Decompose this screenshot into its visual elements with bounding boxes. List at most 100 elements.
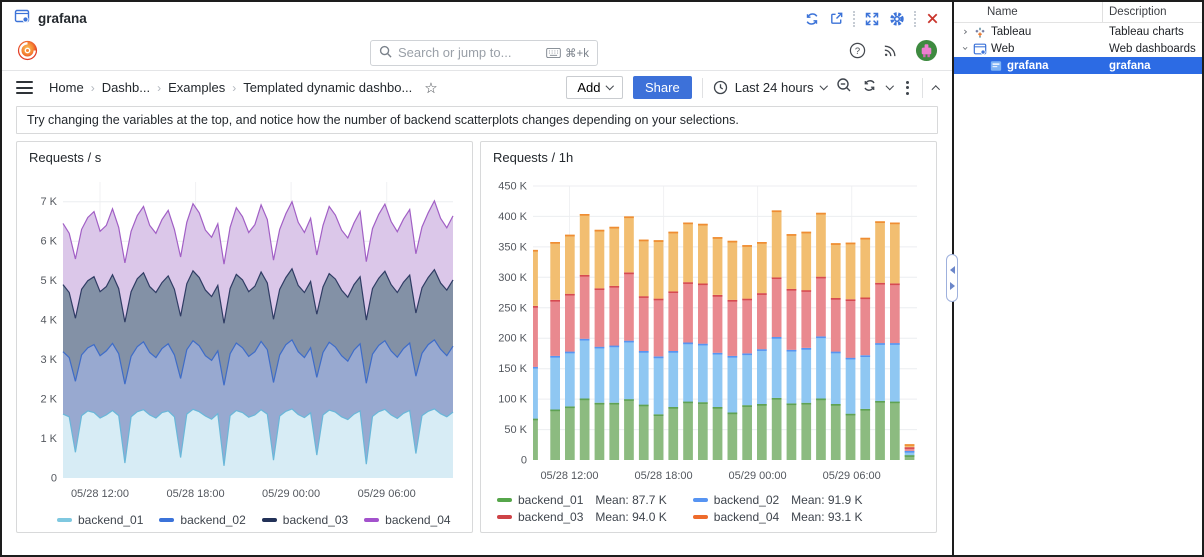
svg-text:05/29 00:00: 05/29 00:00 [262, 488, 320, 500]
legend-mean: Mean: 87.7 K [595, 493, 666, 507]
close-icon[interactable] [925, 11, 940, 26]
svg-text:05/29 00:00: 05/29 00:00 [729, 470, 787, 482]
svg-text:400 K: 400 K [498, 211, 527, 223]
tree-row-name: grafana [1007, 60, 1049, 72]
expand-icon[interactable] [864, 11, 880, 27]
open-external-icon[interactable] [829, 11, 844, 26]
share-button[interactable]: Share [633, 76, 692, 99]
window-icon [14, 8, 30, 29]
svg-text:350 K: 350 K [498, 241, 527, 253]
legend-item[interactable]: backend_04 [364, 513, 450, 527]
svg-text:0: 0 [521, 455, 527, 467]
svg-text:200 K: 200 K [498, 333, 527, 345]
search-icon [379, 45, 392, 61]
chevron-down-icon[interactable]: › [959, 43, 972, 54]
legend-label: backend_03 [518, 510, 583, 524]
legend-swatch [159, 518, 174, 522]
stacked-bar-chart[interactable]: 050 K100 K150 K200 K250 K300 K350 K400 K… [493, 172, 925, 491]
legend-label: backend_01 [78, 513, 143, 527]
legend-item[interactable]: backend_04 Mean: 93.1 K [693, 510, 863, 524]
svg-text:450 K: 450 K [498, 181, 527, 193]
svg-text:150 K: 150 K [498, 363, 527, 375]
svg-text:05/28 12:00: 05/28 12:00 [540, 470, 598, 482]
breadcrumb-separator: › [232, 81, 236, 95]
favorite-star-icon[interactable]: ☆ [424, 79, 437, 97]
svg-text:5 K: 5 K [40, 275, 57, 287]
legend-item[interactable]: backend_01 Mean: 87.7 K [497, 493, 667, 507]
legend-swatch [497, 498, 512, 502]
add-button[interactable]: Add [566, 76, 623, 99]
breadcrumb-item[interactable]: Home [49, 80, 84, 95]
chevron-right-icon[interactable]: › [960, 25, 971, 38]
refresh-icon[interactable] [862, 78, 877, 98]
legend-item[interactable]: backend_02 Mean: 91.9 K [693, 493, 863, 507]
legend-item[interactable]: backend_02 [159, 513, 245, 527]
panel-title[interactable]: Requests / 1h [493, 150, 924, 172]
news-rss-icon[interactable] [882, 42, 899, 64]
tree-row-description: grafana [1103, 60, 1151, 72]
breadcrumb-item[interactable]: Templated dynamic dashbo... [243, 80, 412, 95]
legend-mean: Mean: 94.0 K [595, 510, 666, 524]
kebab-menu-icon[interactable] [903, 81, 912, 95]
window-titlebar: grafana [2, 2, 952, 35]
tree-rows: › Tableau Tableau charts › Web Web dashb… [954, 23, 1202, 74]
column-header-description[interactable]: Description [1103, 6, 1167, 18]
legend-swatch [497, 515, 512, 519]
search-placeholder: Search or jump to... [398, 45, 540, 60]
refresh-interval-chevron-icon[interactable] [886, 82, 894, 90]
legend-swatch [693, 498, 708, 502]
keyboard-icon [546, 48, 561, 58]
legend-mean: Mean: 93.1 K [791, 510, 862, 524]
menu-hamburger-icon[interactable] [16, 81, 33, 94]
svg-text:3 K: 3 K [40, 354, 57, 366]
svg-text:05/29 06:00: 05/29 06:00 [823, 470, 881, 482]
svg-text:4 K: 4 K [40, 315, 57, 327]
collapse-right-icon [950, 282, 955, 290]
legend-label: backend_03 [283, 513, 348, 527]
panel-title[interactable]: Requests / s [29, 150, 460, 172]
chart-legend: backend_01 backend_02 backend_03 backend_04 [29, 509, 460, 531]
legend-label: backend_01 [518, 493, 583, 507]
breadcrumb: Home›Dashb...›Examples›Templated dynamic… [49, 80, 412, 95]
splitter-handle[interactable] [946, 254, 958, 302]
tree-row-tableau[interactable]: › Tableau Tableau charts [954, 23, 1202, 40]
settings-gear-icon[interactable] [889, 11, 905, 27]
grafana-logo[interactable] [16, 39, 39, 67]
breadcrumb-item[interactable]: Examples [168, 80, 225, 95]
svg-text:05/28 12:00: 05/28 12:00 [71, 488, 129, 500]
tree-header: Name Description [954, 2, 1202, 23]
avatar[interactable] [915, 39, 938, 67]
grafana-window: grafana [2, 2, 954, 555]
area-chart[interactable]: 01 K2 K3 K4 K5 K6 K7 K05/28 12:0005/28 1… [29, 172, 461, 509]
breadcrumb-item[interactable]: Dashb... [102, 80, 150, 95]
legend-item[interactable]: backend_03 Mean: 94.0 K [497, 510, 667, 524]
legend-item[interactable]: backend_03 [262, 513, 348, 527]
legend-label: backend_02 [714, 493, 779, 507]
window-title: grafana [38, 11, 87, 26]
legend-item[interactable]: backend_01 [57, 513, 143, 527]
tree-row-grafana[interactable]: grafana grafana [954, 57, 1202, 74]
legend-label: backend_04 [714, 510, 779, 524]
search-input[interactable]: Search or jump to... ⌘+k [370, 40, 598, 66]
dashboard-panels: Requests / s 01 K2 K3 K4 K5 K6 K7 K05/28… [2, 134, 952, 533]
tree-row-description: Tableau charts [1103, 26, 1184, 38]
titlebar-separator [914, 11, 916, 27]
collapse-toolbar-icon[interactable] [931, 86, 939, 94]
sync-icon[interactable] [804, 11, 820, 27]
time-range-picker[interactable]: Last 24 hours [713, 80, 826, 95]
legend-swatch [693, 515, 708, 519]
help-icon[interactable]: ? [849, 42, 866, 64]
tableau-icon [971, 25, 989, 39]
tree-row-description: Web dashboards [1103, 43, 1196, 55]
svg-text:1 K: 1 K [40, 433, 57, 445]
titlebar-separator [853, 11, 855, 27]
dashboard-note: Try changing the variables at the top, a… [16, 106, 938, 134]
legend-mean: Mean: 91.9 K [791, 493, 862, 507]
tree-row-web[interactable]: › Web Web dashboards [954, 40, 1202, 57]
collapse-left-icon [950, 266, 955, 274]
column-header-name[interactable]: Name [954, 2, 1103, 22]
zoom-out-icon[interactable] [836, 77, 852, 98]
svg-text:250 K: 250 K [498, 302, 527, 314]
svg-text:7 K: 7 K [40, 196, 57, 208]
svg-text:05/28 18:00: 05/28 18:00 [635, 470, 693, 482]
